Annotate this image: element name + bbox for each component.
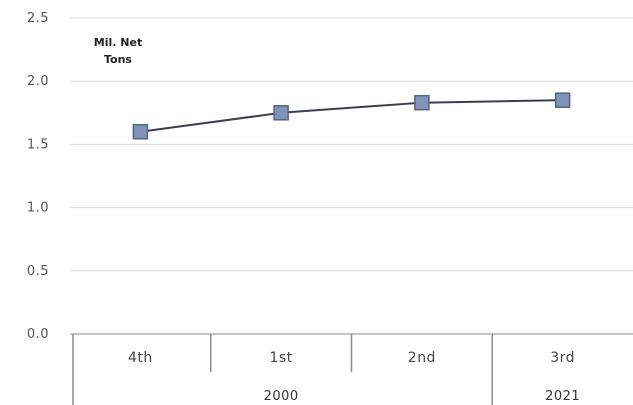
category-label: 2nd (408, 350, 436, 366)
y-tick-label: 2.5 (27, 11, 49, 26)
data-point-marker (273, 105, 289, 121)
data-point-marker (554, 92, 571, 108)
y-axis-tick-labels: 0.0 0.5 1.0 1.5 2.0 2.5 (27, 11, 49, 342)
series-line (132, 92, 571, 140)
y-tick-label: 2.0 (27, 74, 49, 89)
category-label: 3rd (550, 350, 575, 366)
y-tick-label: 1.5 (27, 137, 49, 152)
category-label: 4th (128, 350, 153, 366)
series-line-path (140, 99, 563, 133)
data-point-marker (132, 124, 149, 140)
category-labels: 4th 1st 2nd 3rd (128, 350, 575, 366)
y-tick-label: 0.5 (27, 264, 49, 279)
y-tick-label: 0.0 (27, 327, 49, 342)
category-label: 1st (270, 350, 293, 366)
group-label: 2000 (264, 389, 299, 404)
unit-label: Mil. Net Tons (94, 36, 142, 66)
unit-label-line-1: Mil. Net (94, 36, 142, 49)
unit-label-line-2: Tons (104, 53, 132, 66)
group-label: 2021 (545, 389, 580, 404)
gridlines (70, 17, 633, 335)
category-axis (70, 333, 633, 405)
y-tick-label: 1.0 (27, 201, 49, 216)
group-labels: 2000 2021 (264, 389, 580, 404)
data-point-marker (414, 94, 430, 111)
